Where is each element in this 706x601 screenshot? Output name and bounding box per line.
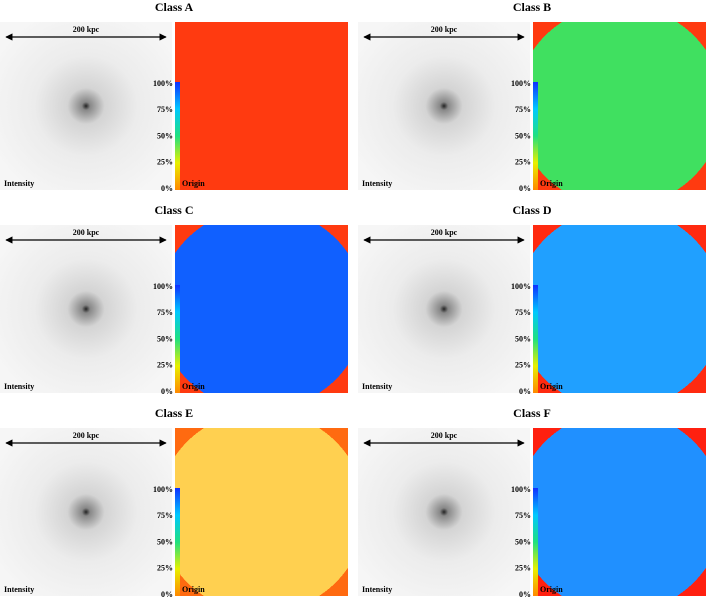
panel: Class E 200 kpc Intensity Origin 100% 75% 50% 2… [0, 406, 348, 599]
scale-label: 200 kpc [431, 25, 458, 34]
colorbar-tick-label: 75% [515, 105, 531, 114]
origin-label: Origin [540, 382, 563, 391]
colorbar-tick-label: 100% [511, 282, 531, 291]
origin-label: Origin [540, 585, 563, 594]
origin-label: Origin [540, 179, 563, 188]
scale-label: 200 kpc [73, 228, 100, 237]
origin-label: Origin [182, 179, 205, 188]
intensity-map [0, 22, 172, 190]
colorbar-tick-label: 25% [515, 361, 531, 370]
colorbar [175, 488, 180, 596]
colorbar-tick-label: 100% [511, 79, 531, 88]
colorbar-tick-label: 75% [157, 105, 173, 114]
origin-map [533, 22, 706, 190]
origin-map [175, 22, 348, 190]
panel-title: Class A [155, 0, 194, 14]
intensity-map [0, 225, 172, 393]
colorbar-tick-label: 50% [515, 334, 531, 343]
intensity-map [358, 428, 530, 596]
panel: Class B 200 kpc Intensity Origin 100% 75% 50% 2… [358, 0, 706, 193]
origin-label: Origin [182, 382, 205, 391]
intensity-map [0, 428, 172, 596]
origin-map [533, 428, 706, 596]
colorbar-tick-label: 25% [515, 564, 531, 573]
colorbar-tick-label: 0% [519, 590, 531, 599]
colorbar [175, 285, 180, 393]
panel: Class C 200 kpc Intensity Origin 100% 75% 50% 2… [0, 203, 348, 396]
colorbar [175, 82, 180, 190]
panel-title: Class F [513, 406, 551, 420]
panel-title: Class C [154, 203, 193, 217]
intensity-label: Intensity [4, 382, 34, 391]
colorbar-tick-label: 50% [515, 537, 531, 546]
scale-label: 200 kpc [431, 431, 458, 440]
colorbar-tick-label: 100% [153, 79, 173, 88]
scale-label: 200 kpc [73, 25, 100, 34]
colorbar-tick-label: 25% [515, 158, 531, 167]
colorbar-tick-label: 50% [157, 131, 173, 140]
colorbar-tick-label: 0% [519, 184, 531, 193]
colorbar [533, 82, 538, 190]
colorbar [533, 488, 538, 596]
colorbar-tick-label: 50% [157, 537, 173, 546]
colorbar-tick-label: 50% [157, 334, 173, 343]
colorbar-tick-label: 25% [157, 361, 173, 370]
colorbar-tick-label: 0% [161, 387, 173, 396]
colorbar-tick-label: 100% [511, 485, 531, 494]
colorbar-tick-label: 50% [515, 131, 531, 140]
colorbar-tick-label: 25% [157, 564, 173, 573]
intensity-label: Intensity [4, 179, 34, 188]
colorbar-tick-label: 0% [519, 387, 531, 396]
intensity-map [358, 225, 530, 393]
colorbar-tick-label: 25% [157, 158, 173, 167]
scale-label: 200 kpc [73, 431, 100, 440]
panel-title: Class E [155, 406, 193, 420]
intensity-label: Intensity [362, 585, 392, 594]
origin-map [175, 428, 348, 596]
colorbar-tick-label: 100% [153, 282, 173, 291]
colorbar-tick-label: 75% [515, 511, 531, 520]
colorbar [533, 285, 538, 393]
intensity-map [358, 22, 530, 190]
colorbar-tick-label: 0% [161, 590, 173, 599]
colorbar-tick-label: 0% [161, 184, 173, 193]
colorbar-tick-label: 75% [157, 511, 173, 520]
scale-label: 200 kpc [431, 228, 458, 237]
colorbar-tick-label: 75% [157, 308, 173, 317]
intensity-label: Intensity [362, 179, 392, 188]
panel-title: Class B [513, 0, 551, 14]
colorbar-tick-label: 75% [515, 308, 531, 317]
colorbar-tick-label: 100% [153, 485, 173, 494]
panel: Class A 200 kpc Intensity Origin 100% 75% 50% 2… [0, 0, 348, 193]
origin-label: Origin [182, 585, 205, 594]
panel-title: Class D [512, 203, 551, 217]
intensity-label: Intensity [362, 382, 392, 391]
intensity-label: Intensity [4, 585, 34, 594]
panel: Class F 200 kpc Intensity Origin 100% 75% 50% 2… [358, 406, 706, 599]
origin-map [175, 225, 348, 393]
origin-map [533, 225, 706, 393]
panel: Class D 200 kpc Intensity Origin 100% 75% 50% 2… [358, 203, 706, 396]
